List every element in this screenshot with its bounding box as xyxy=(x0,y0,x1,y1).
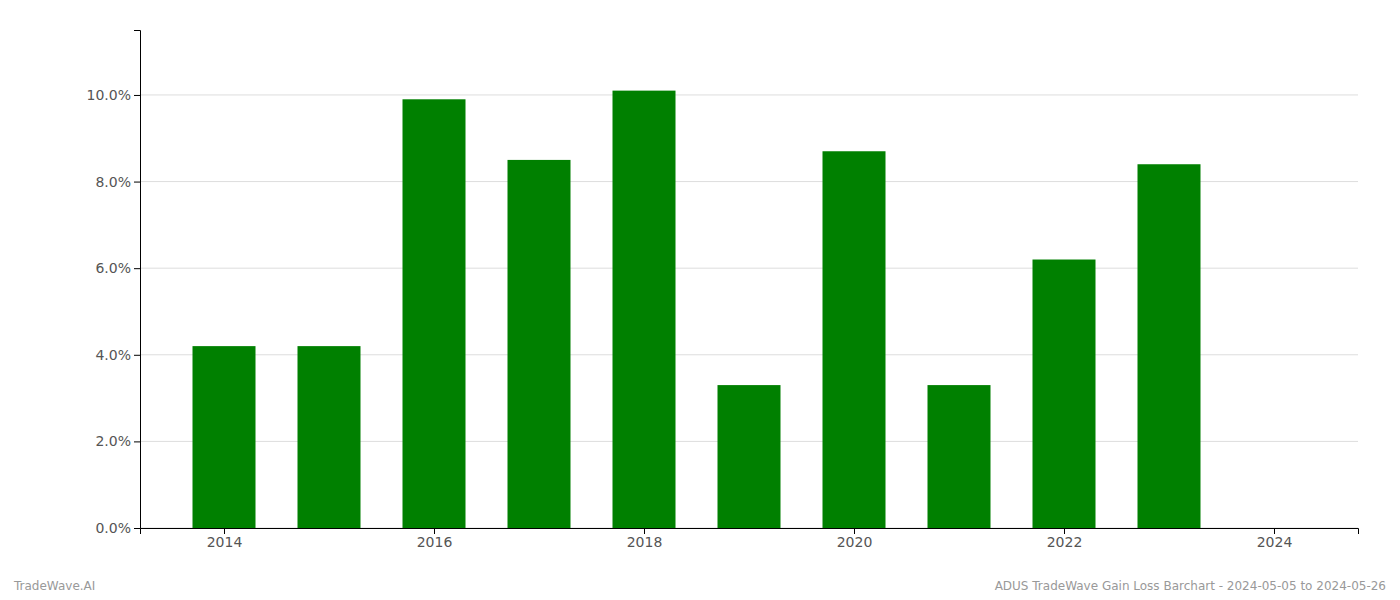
x-tick: 2014 xyxy=(207,528,243,550)
y-tick: 0.0% xyxy=(95,520,140,536)
bar xyxy=(1138,164,1201,528)
x-tick-label: 2016 xyxy=(417,534,453,550)
y-axis: 0.0% 2.0% 4.0% 6.0% 8.0% 10.0% xyxy=(87,31,141,536)
y-tick-label: 0.0% xyxy=(95,520,131,536)
bar xyxy=(718,385,781,528)
x-tick-label: 2022 xyxy=(1047,534,1083,550)
y-tick-label: 2.0% xyxy=(95,433,131,449)
bar xyxy=(508,160,571,528)
footer-text: ADUS TradeWave Gain Loss Barchart - 2024… xyxy=(995,579,1386,593)
bar xyxy=(403,99,466,528)
y-tick: 2.0% xyxy=(95,433,140,449)
y-tick-mark xyxy=(134,355,140,356)
x-tick-label: 2020 xyxy=(837,534,873,550)
x-axis: 2014 2016 2018 2020 2022 2024 xyxy=(141,528,1359,550)
y-tick: 6.0% xyxy=(95,260,140,276)
x-tick: 2024 xyxy=(1257,528,1293,550)
bar xyxy=(1033,260,1096,528)
x-axis-line xyxy=(141,529,1359,535)
x-tick-label: 2018 xyxy=(627,534,663,550)
grid xyxy=(140,95,1358,528)
y-tick: 4.0% xyxy=(95,347,140,363)
bar xyxy=(298,346,361,528)
y-tick-label: 6.0% xyxy=(95,260,131,276)
x-tick: 2020 xyxy=(837,528,873,550)
y-tick: 10.0% xyxy=(87,87,140,103)
y-tick-mark xyxy=(134,182,140,183)
x-tick-label: 2014 xyxy=(207,534,243,550)
x-tick: 2018 xyxy=(627,528,663,550)
y-axis-line xyxy=(134,31,141,529)
bar xyxy=(193,346,256,528)
x-tick: 2016 xyxy=(417,528,453,550)
y-tick-mark xyxy=(134,441,140,442)
x-tick: 2022 xyxy=(1047,528,1083,550)
bar xyxy=(613,91,676,528)
grid-line xyxy=(140,94,1358,95)
bars xyxy=(193,91,1201,528)
y-tick-mark xyxy=(134,528,140,529)
y-tick-label: 10.0% xyxy=(87,87,131,103)
bar xyxy=(823,151,886,528)
y-tick-mark xyxy=(134,268,140,269)
y-tick-label: 4.0% xyxy=(95,347,131,363)
y-tick: 8.0% xyxy=(95,174,140,190)
y-tick-label: 8.0% xyxy=(95,174,131,190)
x-tick-label: 2024 xyxy=(1257,534,1293,550)
y-tick-mark xyxy=(134,95,140,96)
chart: 2014 2016 2018 2020 2022 2024 0.0% 2.0% 4.0% 6.0%… xyxy=(0,0,1400,600)
bar xyxy=(928,385,991,528)
footer-text: TradeWave.AI xyxy=(13,579,95,593)
plot: 2014 2016 2018 2020 2022 2024 0.0% 2.0% 4.0% 6.0%… xyxy=(87,31,1359,550)
